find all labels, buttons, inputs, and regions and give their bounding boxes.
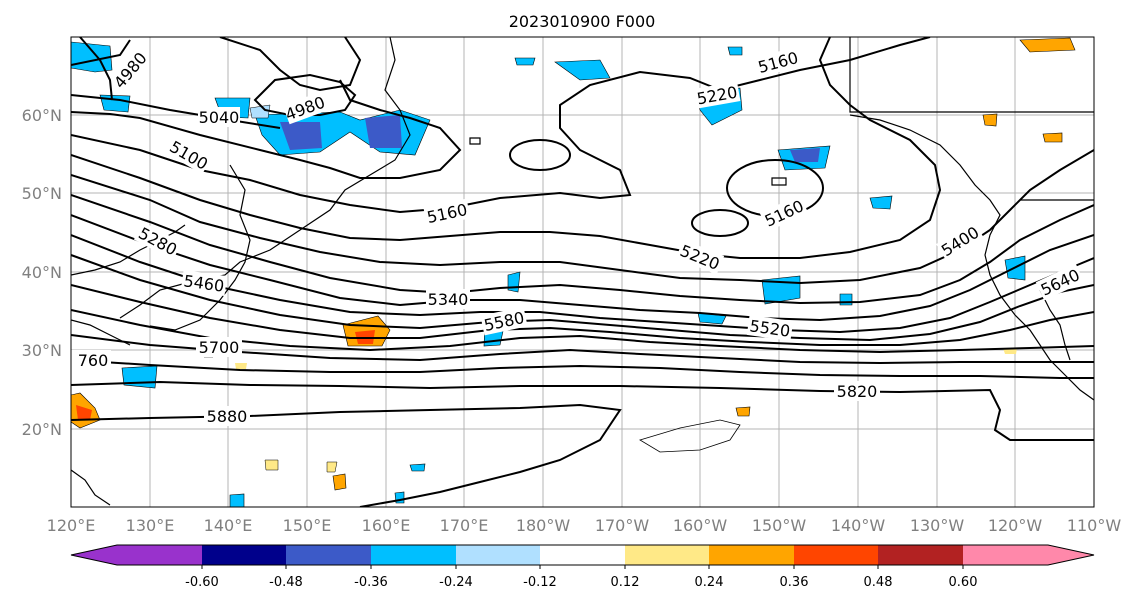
lon-label: 120°E: [47, 516, 96, 535]
colorbar-tick-label: -0.24: [439, 575, 473, 590]
colorbar-tick-label: 0.12: [611, 575, 640, 590]
lon-label: 120°W: [988, 516, 1043, 535]
colorbar-extend-high: [1048, 545, 1094, 565]
contour-label: 760: [78, 351, 109, 370]
contour-label: 5700: [199, 338, 240, 357]
contour-label: 5280: [135, 223, 180, 259]
lat-label: 50°N: [22, 184, 62, 203]
map-frame: [70, 36, 1095, 508]
lon-label: 170°W: [595, 516, 650, 535]
longitude-labels: 120°E 130°E 140°E 150°E 160°E 170°E 180°…: [47, 516, 1122, 535]
colorbar-outline: [70, 544, 1095, 566]
colorbar-segment: [371, 545, 456, 565]
colorbar-segment: [794, 545, 878, 565]
contour-label: 5400: [938, 223, 983, 261]
contour-label: 5880: [207, 407, 248, 426]
graticule: [71, 37, 1094, 507]
colorbar-tick-label: -0.48: [269, 575, 303, 590]
lat-label: 30°N: [22, 341, 62, 360]
lon-label: 130°W: [910, 516, 965, 535]
lat-label: 20°N: [22, 420, 62, 439]
colorbar-segment: [709, 545, 794, 565]
lon-label: 150°E: [283, 516, 332, 535]
colorbar-tick-label: -0.12: [523, 575, 557, 590]
lon-label: 170°E: [440, 516, 489, 535]
colorbar-segment: [963, 545, 1048, 565]
colorbar-segment: [286, 545, 371, 565]
colorbar-tick-label: 0.36: [780, 575, 809, 590]
contour-label: 5460: [182, 271, 225, 295]
colorbar-segment: [540, 545, 625, 565]
contour-label: 5100: [166, 137, 211, 174]
colorbar-tick-label: 0.24: [695, 575, 724, 590]
contour-label: 5820: [837, 382, 878, 401]
lon-label: 160°E: [362, 516, 411, 535]
colorbar-segment: [456, 545, 540, 565]
colorbar-segment: [625, 545, 709, 565]
lon-label: 130°E: [126, 516, 175, 535]
map-area: 4980 4980 5040 5100 5160 5160 5160 5220 …: [71, 37, 1094, 507]
lon-label: 160°W: [673, 516, 728, 535]
colorbar-tick-label: -0.36: [354, 575, 388, 590]
contour-label: 5160: [762, 196, 807, 230]
contour-label: 5040: [199, 108, 240, 127]
contour-label: 5340: [428, 290, 469, 309]
map-title: 2023010900 F000: [509, 12, 656, 31]
lon-label: 110°W: [1067, 516, 1122, 535]
lat-label: 60°N: [22, 106, 62, 125]
colorbar-tick-label: 0.60: [949, 575, 978, 590]
lon-label: 150°W: [752, 516, 807, 535]
contour-label: 5640: [1038, 265, 1083, 299]
lon-label: 140°E: [204, 516, 253, 535]
lon-label: 140°W: [831, 516, 886, 535]
colorbar-segment: [202, 545, 286, 565]
colorbar-tick-label: 0.48: [864, 575, 893, 590]
contour-label: 5160: [425, 200, 469, 227]
colorbar-segment: [878, 545, 963, 565]
lon-label: 180°W: [516, 516, 571, 535]
lat-label: 40°N: [22, 263, 62, 282]
colorbar-segment: [117, 545, 202, 565]
latitude-labels: 60°N 50°N 40°N 30°N 20°N: [22, 106, 62, 439]
colorbar-extend-low: [71, 545, 117, 565]
colorbar-tick-labels: -0.60 -0.48 -0.36 -0.24 -0.12 0.12 0.24 …: [185, 575, 977, 590]
colorbar-tick-label: -0.60: [185, 575, 219, 590]
height-contours: [71, 37, 1094, 507]
colorbar: [70, 544, 1095, 569]
